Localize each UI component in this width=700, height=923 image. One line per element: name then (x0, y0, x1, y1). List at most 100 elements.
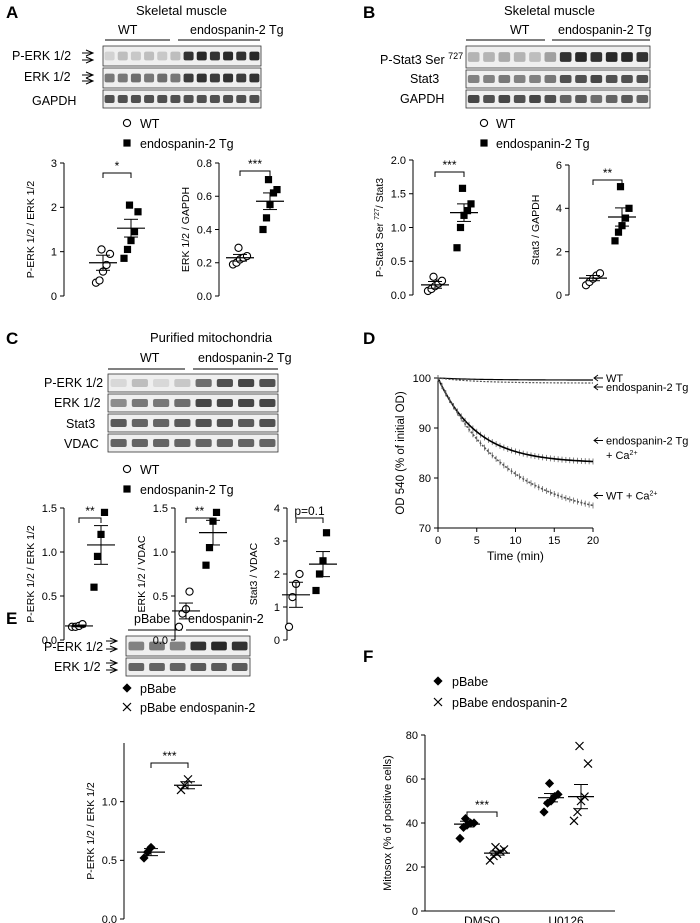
legend-marker-wt (122, 464, 132, 474)
y-tick-label: 0.5 (153, 591, 168, 603)
significance-bracket (239, 170, 271, 176)
significance-bracket (592, 179, 623, 185)
panel-e-blot-label: P-ERK 1/2 (44, 640, 104, 654)
significance-bracket (185, 517, 214, 523)
legend-marker-tg (123, 139, 131, 147)
data-point (456, 223, 465, 232)
significance-bracket (78, 517, 102, 523)
blot-band (174, 379, 191, 387)
y-tick-label: 0.0 (102, 914, 117, 923)
x-tick-label: 15 (548, 535, 560, 547)
series-label: WT + Ca2+ (606, 491, 658, 503)
y-tick-label: 1.5 (391, 189, 406, 201)
data-point (242, 251, 252, 261)
data-point (539, 807, 549, 817)
blot-band (110, 379, 127, 387)
blot-strip (465, 45, 651, 69)
data-point (295, 569, 304, 579)
y-tick-label: 0 (51, 291, 57, 303)
data-point (553, 789, 563, 799)
blot-band (190, 663, 207, 671)
blot-band (170, 95, 181, 103)
y-tick-label: 70 (419, 523, 431, 535)
data-point (93, 552, 102, 560)
blot-band (117, 95, 128, 103)
data-series-line (437, 377, 594, 507)
data-point (262, 214, 271, 222)
data-point (621, 214, 630, 222)
blot-band (249, 51, 260, 61)
y-tick-label: 0.0 (197, 291, 212, 303)
data-point (127, 236, 135, 245)
blot-band (483, 95, 495, 103)
panel-a-blot-label: ERK 1/2 (24, 70, 71, 84)
blot-band (211, 641, 227, 651)
y-tick-label: 0.6 (197, 191, 212, 203)
blot-band (498, 95, 511, 103)
data-point (437, 276, 447, 285)
blot-band (513, 75, 526, 83)
panel-b-blot-label: GAPDH (400, 92, 445, 106)
y-axis-label: P-Stat3 Ser 727/ Stat3 (374, 178, 386, 277)
blot-strip (465, 69, 651, 89)
blot-band (590, 95, 603, 103)
y-tick-label: 2 (51, 202, 57, 214)
blot-band (196, 51, 207, 61)
data-point (273, 186, 281, 194)
panel-f-legend-pbabe: pBabe (452, 675, 489, 689)
data-point (146, 842, 156, 853)
blot-p-stat3-b (465, 45, 651, 69)
legend-marker-pbabe (122, 683, 132, 693)
y-axis-label: P-ERK 1/2 / ERK 1/2 (25, 525, 37, 623)
y-tick-label: 80 (406, 730, 418, 742)
blot-strip (107, 433, 279, 453)
blot-band (216, 439, 233, 447)
data-point (185, 587, 194, 596)
blot-band (621, 75, 633, 83)
y-tick-label: 1.0 (153, 547, 168, 559)
blot-band (249, 95, 260, 103)
panel-letter-e: E (6, 609, 18, 628)
panel-letter-c: C (6, 329, 19, 348)
blot-label-text: P-Stat3 Ser (380, 53, 449, 68)
y-tick-label: 40 (406, 818, 418, 830)
data-point (463, 207, 472, 215)
y-tick-label: 0.0 (42, 635, 57, 647)
blot-band (236, 95, 247, 103)
panel-b-legend-wt: WT (496, 117, 516, 131)
blot-band (153, 419, 170, 427)
blot-band (144, 95, 155, 103)
blot-band (544, 52, 557, 62)
blot-arrow (106, 666, 119, 674)
panel-letter-a: A (6, 3, 19, 22)
panel-b-blot-label: Stat3 (410, 72, 440, 86)
legend-marker-pbabe (433, 676, 443, 686)
y-tick-label: 0.5 (391, 256, 406, 268)
y-tick-label: 6 (556, 160, 562, 172)
blot-band (236, 73, 247, 83)
legend-marker-wt (122, 118, 132, 128)
series-pointer (593, 437, 603, 444)
panel-c-blot-label: Stat3 (66, 417, 96, 431)
panel-c-title: Purified mitochondria (150, 330, 273, 345)
series-label: endospanin-2 Tg (606, 436, 688, 448)
y-tick-label: 1 (274, 602, 280, 614)
panel-a-legend-tg: endospanin-2 Tg (140, 137, 234, 151)
blot-band (209, 73, 220, 83)
panel-a-blot-label: GAPDH (32, 94, 77, 108)
x-category-label: DMSO (464, 914, 500, 923)
panel-b-blot-label: P-Stat3 Ser 727 (380, 52, 463, 67)
blot-band (636, 52, 649, 62)
panel-b-group-wt: WT (510, 23, 530, 37)
blot-band (238, 399, 255, 407)
blot-strip (102, 67, 262, 89)
panel-c-blot-label: VDAC (64, 437, 99, 451)
data-point (544, 778, 555, 788)
series-pointer (593, 374, 603, 382)
panel-c-legend-wt: WT (140, 463, 160, 477)
blot-band (467, 52, 480, 62)
blot-band (238, 419, 255, 427)
blot-band (110, 399, 127, 407)
blot-band (128, 663, 145, 671)
blot-arrow (106, 645, 119, 653)
